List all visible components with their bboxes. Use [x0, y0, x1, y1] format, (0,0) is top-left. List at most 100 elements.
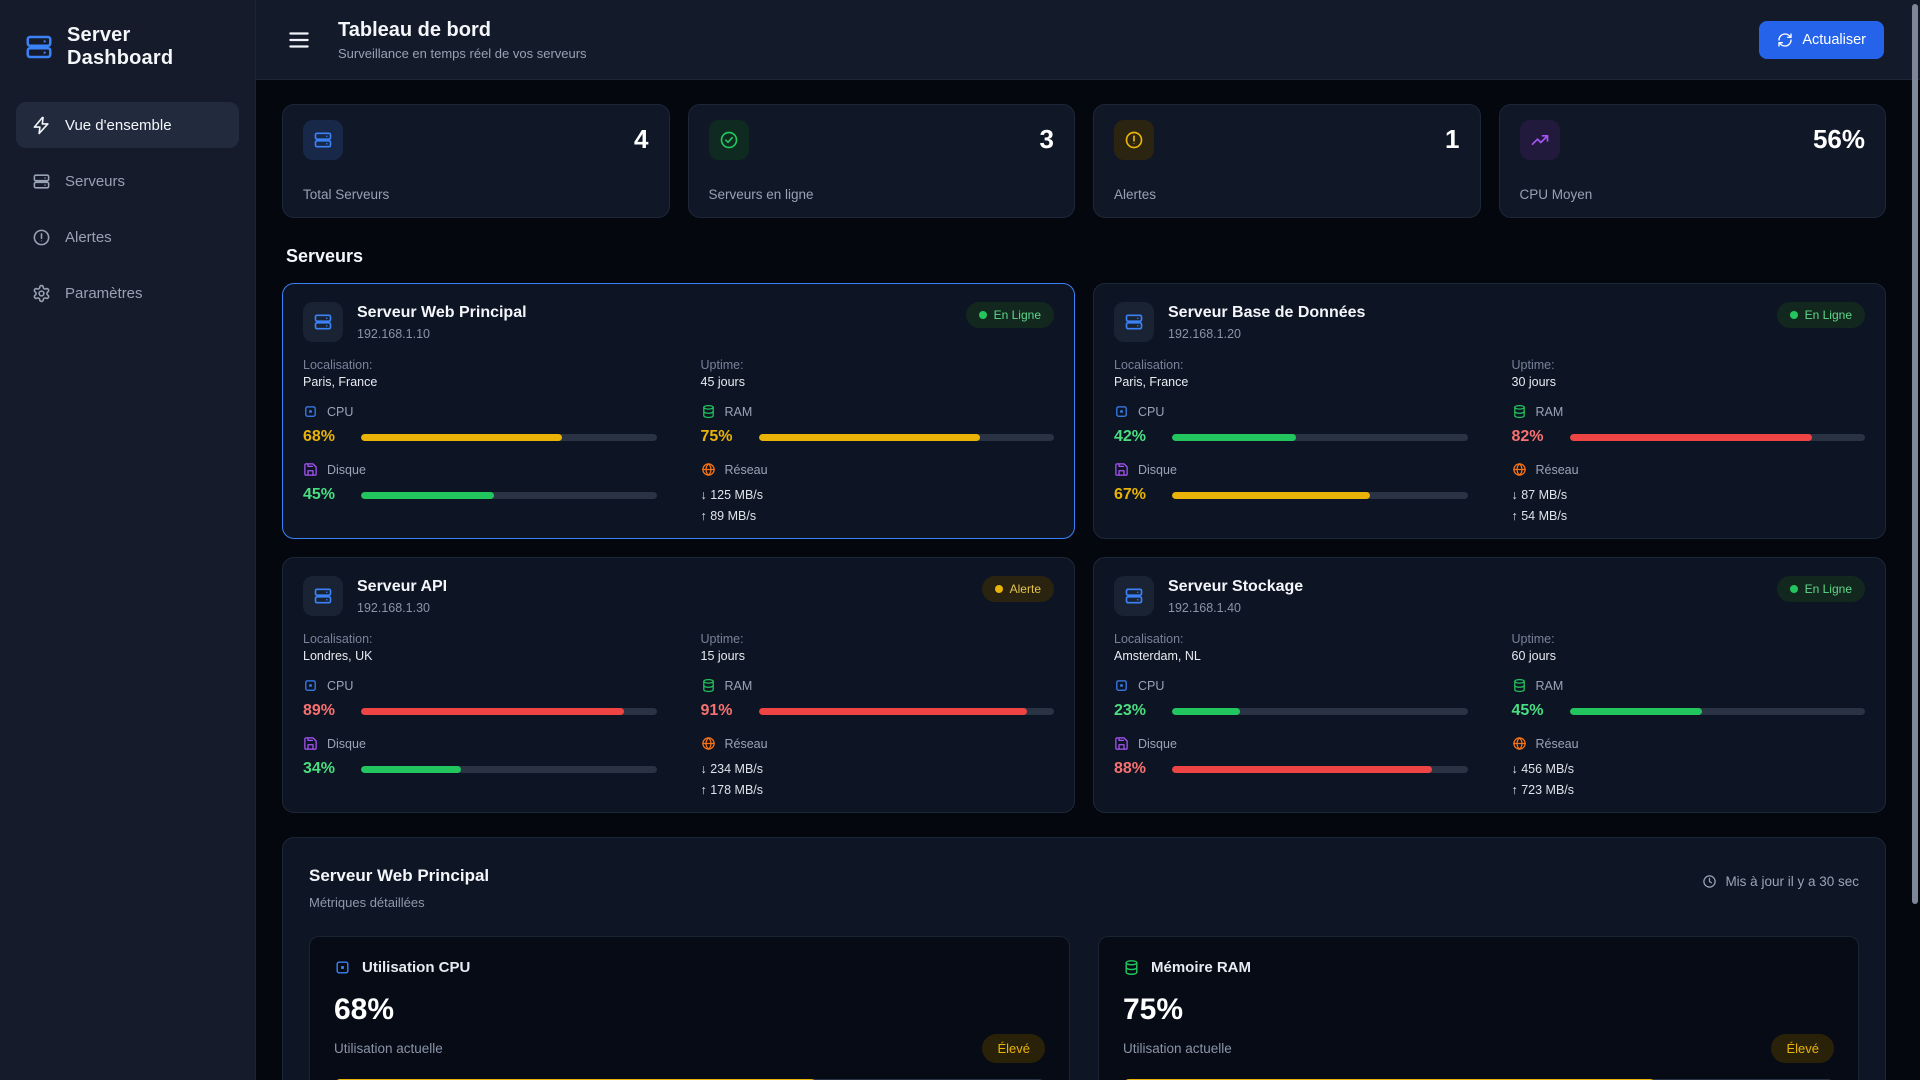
server-ip: 192.168.1.30: [357, 601, 447, 615]
metric-bar: [361, 434, 657, 441]
server-ip: 192.168.1.20: [1168, 327, 1365, 341]
stat-value: 1: [1445, 124, 1459, 155]
trending-up-icon: [1530, 130, 1550, 150]
check-circle-icon: [719, 130, 739, 150]
metric-label: Disque: [327, 737, 366, 751]
refresh-button[interactable]: Actualiser: [1759, 21, 1884, 59]
status-label: En Ligne: [1805, 582, 1852, 596]
stat-value: 56%: [1813, 124, 1865, 155]
metric-label: CPU: [327, 679, 353, 693]
servers-section-heading: Serveurs: [286, 246, 1886, 267]
detail-value: 68%: [334, 993, 1045, 1027]
level-badge: Élevé: [982, 1034, 1045, 1063]
metric-label: Réseau: [725, 737, 768, 751]
sidebar-item-servers[interactable]: Serveurs: [16, 158, 239, 204]
last-updated-label: Mis à jour il y a 30 sec: [1725, 874, 1859, 889]
status-label: En Ligne: [1805, 308, 1852, 322]
clock-icon: [1702, 874, 1717, 889]
metric-network: Réseau↓ 234 MB/s↑ 178 MB/s: [701, 736, 1055, 800]
sidebar: Server Dashboard Vue d'ensembleServeursA…: [0, 0, 256, 1080]
details-title-block: Serveur Web Principal Métriques détaillé…: [309, 866, 489, 910]
disk-icon: [1114, 736, 1129, 751]
sidebar-item-alerts[interactable]: Alertes: [16, 214, 239, 260]
server-card-storage[interactable]: Serveur Stockage192.168.1.40 En Ligne Loca…: [1093, 557, 1886, 813]
cpu-icon: [303, 678, 318, 693]
uptime-label: Uptime:: [701, 358, 1055, 372]
metric-label: Réseau: [725, 463, 768, 477]
location-block: Localisation:Paris, France: [1114, 358, 1468, 389]
metric-bar: [1172, 766, 1468, 773]
server-title-block: Serveur Stockage192.168.1.40: [1168, 576, 1303, 615]
details-panel: Serveur Web Principal Métriques détaillé…: [282, 837, 1886, 1080]
metric-bar: [361, 492, 657, 499]
metric-bar: [1570, 708, 1866, 715]
details-subtitle: Métriques détaillées: [309, 895, 489, 910]
stat-icon-tile: [709, 120, 749, 160]
detail-card-cpu: Utilisation CPU68%Utilisation actuelleÉl…: [309, 936, 1070, 1080]
details-panel-header: Serveur Web Principal Métriques détaillé…: [309, 866, 1859, 910]
metric-label: CPU: [327, 405, 353, 419]
scrollbar-thumb[interactable]: [1912, 4, 1918, 904]
metric-value: 67%: [1114, 486, 1160, 504]
server-title-block: Serveur Base de Données192.168.1.20: [1168, 302, 1365, 341]
metric-label: Disque: [1138, 737, 1177, 751]
metric-value: 42%: [1114, 428, 1160, 446]
refresh-button-label: Actualiser: [1802, 32, 1866, 48]
stat-value: 4: [634, 124, 648, 155]
sidebar-item-settings[interactable]: Paramètres: [16, 270, 239, 316]
network-up: ↑ 54 MB/s: [1512, 506, 1866, 527]
server-icon: [1124, 312, 1144, 332]
metric-bar: [1172, 708, 1468, 715]
metric-label: RAM: [725, 679, 753, 693]
detail-card-title: Mémoire RAM: [1151, 959, 1251, 976]
location-label: Localisation:: [1114, 632, 1468, 646]
metric-label: RAM: [725, 405, 753, 419]
network-up: ↑ 723 MB/s: [1512, 780, 1866, 801]
uptime-label: Uptime:: [701, 632, 1055, 646]
metric-label: Réseau: [1536, 737, 1579, 751]
content-column: Tableau de bord Surveillance en temps ré…: [256, 0, 1920, 1080]
zap-icon: [32, 116, 51, 135]
server-name: Serveur Web Principal: [357, 304, 527, 322]
status-dot: [1790, 585, 1798, 593]
network-up: ↑ 89 MB/s: [701, 506, 1055, 527]
metric-bar: [759, 708, 1055, 715]
metric-network: Réseau↓ 87 MB/s↑ 54 MB/s: [1512, 462, 1866, 526]
stat-icon-tile: [303, 120, 343, 160]
detail-caption: Utilisation actuelle: [1123, 1041, 1232, 1056]
metric-label: Disque: [1138, 463, 1177, 477]
metric-ram: RAM75%: [701, 404, 1055, 446]
server-icon: [313, 586, 333, 606]
alert-circle-icon: [32, 228, 51, 247]
detail-value: 75%: [1123, 993, 1834, 1027]
status-badge: Alerte: [982, 576, 1054, 602]
location-block: Localisation:Londres, UK: [303, 632, 657, 663]
server-icon: [313, 312, 333, 332]
server-icon: [32, 172, 51, 191]
metric-disk: Disque34%: [303, 736, 657, 800]
alert-circle-icon: [1124, 130, 1144, 150]
server-icon-tile: [1114, 302, 1154, 342]
status-badge: En Ligne: [1777, 302, 1865, 328]
disk-icon: [303, 462, 318, 477]
metric-value: 23%: [1114, 702, 1160, 720]
server-grid: Serveur Web Principal192.168.1.10En Lign…: [282, 283, 1886, 813]
database-icon: [701, 404, 716, 419]
metric-value: 89%: [303, 702, 349, 720]
logo-server-icon: [24, 32, 54, 62]
server-icon-tile: [1114, 576, 1154, 616]
uptime-block: Uptime:30 jours: [1512, 358, 1866, 389]
sidebar-item-overview[interactable]: Vue d'ensemble: [16, 102, 239, 148]
server-card-api[interactable]: Serveur API192.168.1.30AlerteLocalisatio…: [282, 557, 1075, 813]
gear-icon: [32, 284, 51, 303]
metric-disk: Disque45%: [303, 462, 657, 526]
metric-bar: [759, 434, 1055, 441]
cpu-icon: [303, 404, 318, 419]
metric-ram: RAM45%: [1512, 678, 1866, 720]
uptime-value: 45 jours: [701, 375, 1055, 389]
detail-card-title: Utilisation CPU: [362, 959, 470, 976]
metric-bar: [1172, 492, 1468, 499]
server-card-web[interactable]: Serveur Web Principal192.168.1.10En Lign…: [282, 283, 1075, 539]
server-icon-tile: [303, 576, 343, 616]
server-card-db[interactable]: Serveur Base de Données192.168.1.20 En Li…: [1093, 283, 1886, 539]
